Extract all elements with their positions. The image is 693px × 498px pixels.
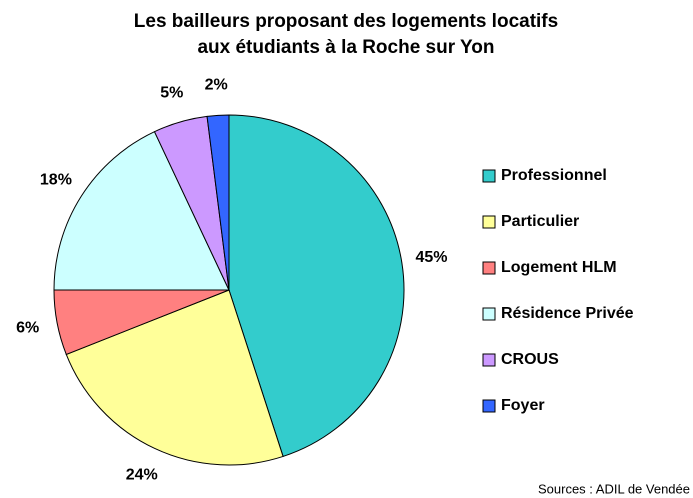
data-label: 6% xyxy=(16,320,39,337)
legend-label: Résidence Privée xyxy=(501,305,634,322)
data-label: 24% xyxy=(126,467,158,484)
legend-label: Particulier xyxy=(501,213,579,230)
legend-swatch xyxy=(482,399,496,413)
data-label: 45% xyxy=(415,249,447,266)
legend-label: Professionnel xyxy=(501,167,607,184)
pie-slice xyxy=(53,130,230,291)
pie-slice xyxy=(228,114,405,458)
data-label: 18% xyxy=(40,171,72,188)
legend-label: CROUS xyxy=(501,351,559,368)
legend-label: Foyer xyxy=(501,397,545,414)
source: Sources : ADIL de Vendée xyxy=(538,481,690,496)
chart-title: Les bailleurs proposant des logements lo… xyxy=(134,11,558,32)
legend-label: Logement HLM xyxy=(501,259,617,276)
data-label: 5% xyxy=(160,84,183,101)
legend-swatch xyxy=(482,307,496,321)
chart-title: aux étudiants à la Roche sur Yon xyxy=(197,37,494,58)
legend-swatch xyxy=(482,261,496,275)
pie-slice xyxy=(65,289,284,466)
data-label: 2% xyxy=(205,77,228,94)
legend-swatch xyxy=(482,353,496,367)
pie-slice xyxy=(206,114,230,291)
legend-swatch xyxy=(482,169,496,183)
legend-swatch xyxy=(482,215,496,229)
